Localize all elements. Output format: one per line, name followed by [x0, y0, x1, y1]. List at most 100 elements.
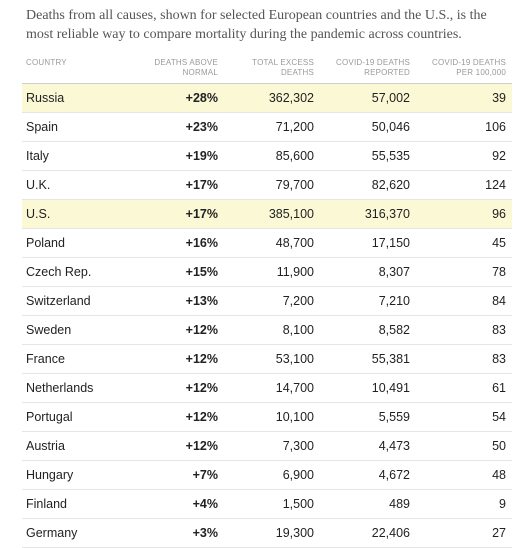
- cell-total-excess-deaths: 48,700: [275, 236, 314, 250]
- cell-covid-deaths-reported: 55,535: [371, 149, 410, 163]
- cell-total-excess-deaths: 362,302: [268, 91, 314, 105]
- cell-deaths-above-normal: +12%: [185, 323, 218, 337]
- table-row: Czech Rep. +15% 11,900 8,307 78: [22, 258, 512, 287]
- cell-covid-deaths-reported: 50,046: [371, 120, 410, 134]
- table-row: Spain +23% 71,200 50,046 106: [22, 113, 512, 142]
- cell-covid-deaths-per-100000: 39: [492, 91, 506, 105]
- cell-covid-deaths-per-100000: 54: [492, 410, 506, 424]
- cell-total-excess-deaths: 1,500: [282, 497, 314, 511]
- table-header: COUNTRY DEATHS ABOVE NORMAL TOTAL EXCESS…: [22, 54, 512, 84]
- cell-country: Italy: [26, 149, 49, 163]
- cell-covid-deaths-reported: 8,582: [378, 323, 410, 337]
- cell-country: U.S.: [26, 207, 51, 221]
- cell-deaths-above-normal: +12%: [185, 410, 218, 424]
- header-country-line1: COUNTRY: [26, 58, 67, 67]
- cell-deaths-above-normal: +12%: [185, 381, 218, 395]
- cell-covid-deaths-per-100000: 50: [492, 439, 506, 453]
- intro-text: Deaths from all causes, shown for select…: [26, 8, 487, 42]
- cell-deaths-above-normal: +23%: [185, 120, 218, 134]
- table-row: Poland +16% 48,700 17,150 45: [22, 229, 512, 258]
- header-per-line1: COVID-19 DEATHS: [432, 58, 506, 67]
- table-row: Portugal +12% 10,100 5,559 54: [22, 403, 512, 432]
- cell-covid-deaths-per-100000: 27: [492, 526, 506, 540]
- cell-total-excess-deaths: 19,300: [275, 526, 314, 540]
- header-deaths-above-normal: DEATHS ABOVE NORMAL: [138, 58, 218, 78]
- table-row: Sweden +12% 8,100 8,582 83: [22, 316, 512, 345]
- cell-country: Hungary: [26, 468, 74, 482]
- cell-country: Finland: [26, 497, 67, 511]
- cell-covid-deaths-reported: 57,002: [371, 91, 410, 105]
- cell-covid-deaths-reported: 8,307: [378, 265, 410, 279]
- cell-total-excess-deaths: 53,100: [275, 352, 314, 366]
- cell-deaths-above-normal: +12%: [185, 439, 218, 453]
- cell-country: Netherlands: [26, 381, 94, 395]
- table-row: Austria +12% 7,300 4,473 50: [22, 432, 512, 461]
- cell-covid-deaths-per-100000: 61: [492, 381, 506, 395]
- cell-country: Austria: [26, 439, 65, 453]
- cell-country: U.K.: [26, 178, 51, 192]
- cell-covid-deaths-reported: 82,620: [371, 178, 410, 192]
- cell-country: Sweden: [26, 323, 72, 337]
- header-covid-line2: REPORTED: [364, 68, 410, 77]
- cell-covid-deaths-per-100000: 48: [492, 468, 506, 482]
- mortality-table: COUNTRY DEATHS ABOVE NORMAL TOTAL EXCESS…: [22, 54, 512, 548]
- header-total-excess-deaths: TOTAL EXCESS DEATHS: [234, 58, 314, 78]
- cell-deaths-above-normal: +13%: [185, 294, 218, 308]
- cell-deaths-above-normal: +7%: [192, 468, 218, 482]
- header-covid-line1: COVID-19 DEATHS: [336, 58, 410, 67]
- cell-covid-deaths-reported: 5,559: [378, 410, 410, 424]
- cell-country: Switzerland: [26, 294, 91, 308]
- cell-total-excess-deaths: 7,200: [282, 294, 314, 308]
- cell-total-excess-deaths: 10,100: [275, 410, 314, 424]
- cell-total-excess-deaths: 6,900: [282, 468, 314, 482]
- cell-total-excess-deaths: 385,100: [268, 207, 314, 221]
- cell-country: Spain: [26, 120, 58, 134]
- cell-covid-deaths-reported: 4,672: [378, 468, 410, 482]
- cell-covid-deaths-per-100000: 92: [492, 149, 506, 163]
- cell-total-excess-deaths: 7,300: [282, 439, 314, 453]
- cell-covid-deaths-per-100000: 84: [492, 294, 506, 308]
- table-row: Switzerland +13% 7,200 7,210 84: [22, 287, 512, 316]
- table-body: Russia +28% 362,302 57,002 39 Spain +23% 71,200…: [22, 84, 512, 548]
- header-covid-deaths-per-100000: COVID-19 DEATHS PER 100,000: [426, 58, 506, 78]
- cell-deaths-above-normal: +28%: [185, 91, 218, 105]
- cell-covid-deaths-per-100000: 83: [492, 352, 506, 366]
- cell-deaths-above-normal: +15%: [185, 265, 218, 279]
- cell-country: France: [26, 352, 65, 366]
- cell-covid-deaths-per-100000: 9: [499, 497, 506, 511]
- cell-covid-deaths-reported: 10,491: [371, 381, 410, 395]
- cell-total-excess-deaths: 14,700: [275, 381, 314, 395]
- cell-deaths-above-normal: +19%: [185, 149, 218, 163]
- cell-covid-deaths-reported: 17,150: [371, 236, 410, 250]
- cell-covid-deaths-per-100000: 83: [492, 323, 506, 337]
- cell-country: Poland: [26, 236, 65, 250]
- cell-covid-deaths-per-100000: 78: [492, 265, 506, 279]
- cell-covid-deaths-per-100000: 96: [492, 207, 506, 221]
- cell-deaths-above-normal: +17%: [185, 178, 218, 192]
- cell-covid-deaths-reported: 55,381: [371, 352, 410, 366]
- table-row: Italy +19% 85,600 55,535 92: [22, 142, 512, 171]
- cell-total-excess-deaths: 71,200: [275, 120, 314, 134]
- header-above-line1: DEATHS ABOVE: [154, 58, 218, 67]
- table-row: U.S. +17% 385,100 316,370 96: [22, 200, 512, 229]
- cell-covid-deaths-per-100000: 106: [485, 120, 506, 134]
- table-row: Finland +4% 1,500 489 9: [22, 490, 512, 519]
- cell-total-excess-deaths: 11,900: [276, 265, 314, 279]
- table-row: U.K. +17% 79,700 82,620 124: [22, 171, 512, 200]
- cell-covid-deaths-reported: 22,406: [371, 526, 410, 540]
- cell-covid-deaths-reported: 489: [389, 497, 410, 511]
- cell-covid-deaths-reported: 7,210: [378, 294, 410, 308]
- cell-total-excess-deaths: 85,600: [275, 149, 314, 163]
- cell-country: Czech Rep.: [26, 265, 92, 279]
- header-excess-line1: TOTAL EXCESS: [252, 58, 314, 67]
- cell-deaths-above-normal: +3%: [192, 526, 218, 540]
- cell-country: Germany: [26, 526, 78, 540]
- header-country: COUNTRY: [26, 58, 67, 68]
- cell-deaths-above-normal: +12%: [185, 352, 218, 366]
- cell-total-excess-deaths: 79,700: [275, 178, 314, 192]
- table-row: Netherlands +12% 14,700 10,491 61: [22, 374, 512, 403]
- table-row: Russia +28% 362,302 57,002 39: [22, 84, 512, 113]
- cell-covid-deaths-per-100000: 124: [485, 178, 506, 192]
- cell-covid-deaths-per-100000: 45: [492, 236, 506, 250]
- cell-covid-deaths-reported: 316,370: [364, 207, 410, 221]
